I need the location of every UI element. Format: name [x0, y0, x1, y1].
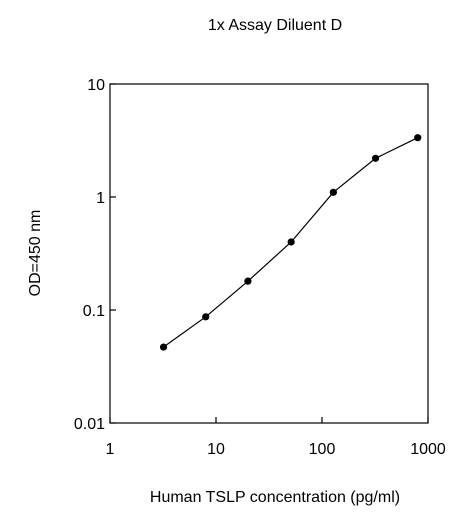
y-tick-label: 0.1 [83, 303, 105, 320]
data-point [244, 277, 252, 285]
data-point [287, 238, 295, 246]
x-axis-ticks: 1 10 100 1000 [106, 417, 446, 458]
data-point [371, 154, 380, 162]
y-tick-label: 1 [96, 190, 105, 207]
data-point [159, 343, 168, 351]
x-tick-label: 1000 [410, 441, 446, 458]
data-point [414, 134, 422, 142]
x-axis-label: Human TSLP concentration (pg/ml) [150, 489, 400, 506]
x-tick-label: 100 [309, 441, 336, 458]
data-point [202, 313, 210, 321]
chart-title: 1x Assay Diluent D [208, 17, 342, 34]
y-tick-label: 10 [87, 77, 105, 94]
y-axis-ticks: 0.01 0.1 1 10 [74, 77, 116, 433]
plot-frame [109, 83, 429, 424]
y-tick-label: 0.01 [74, 416, 105, 433]
x-tick-label: 10 [207, 441, 225, 458]
y-axis-label: OD=450 nm [27, 210, 44, 297]
data-point [329, 188, 337, 196]
x-tick-label: 1 [106, 441, 115, 458]
series-layer [159, 134, 422, 351]
